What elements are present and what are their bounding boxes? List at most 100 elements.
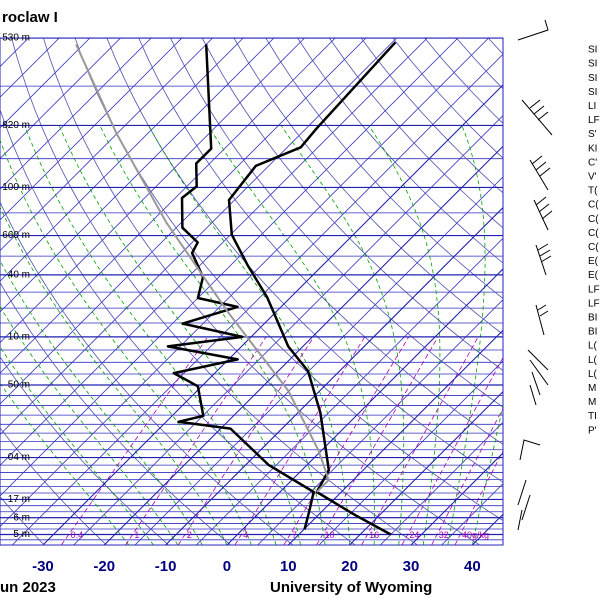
index-label: SI: [588, 73, 597, 84]
index-label: T(: [588, 186, 598, 197]
x-tick-label: 40: [464, 558, 481, 575]
mixing-ratio-line: [125, 336, 267, 545]
moist-adiabat: [471, 403, 503, 545]
moist-adiabat: [0, 345, 154, 545]
mixing-ratio-line: [283, 336, 410, 545]
moist-adiabat: [148, 125, 350, 545]
isotherm: [0, 38, 397, 436]
isotherm-tick: [42, 84, 503, 545]
mixing-ratio-label: 1: [134, 530, 139, 540]
dry-adiabat: [43, 38, 480, 545]
y-tick-label: 530 m: [2, 33, 30, 44]
y-tick-label: 10 m: [8, 332, 30, 343]
index-label: P': [588, 425, 597, 436]
y-tick-label: 17 m: [8, 494, 30, 505]
mixing-ratio-line: [316, 336, 439, 545]
isotherm: [0, 38, 336, 374]
isotherm-tick: [410, 452, 503, 545]
index-label: KI: [588, 143, 597, 154]
mixing-ratio-label: 4: [243, 530, 248, 540]
isotherm: [0, 38, 213, 252]
y-tick-label: 40 m: [8, 270, 30, 281]
moist-adiabat: [447, 125, 486, 545]
isotherm-tick: [226, 268, 503, 545]
wind-barbs: [517, 19, 553, 531]
isotherm: [0, 38, 152, 190]
chart-title: roclaw I: [2, 9, 58, 26]
dry-adiabat: [392, 38, 503, 159]
wind-barb: [527, 349, 549, 406]
wind-barb: [533, 196, 553, 231]
isotherm: [0, 38, 121, 160]
mixing-ratio-label: 32: [439, 530, 449, 540]
wind-barb: [519, 439, 541, 461]
x-tick-label: 20: [341, 558, 358, 575]
isotherm: [410, 452, 503, 545]
wind-barb: [517, 479, 531, 531]
index-label: BI: [588, 327, 597, 338]
isotherm: [502, 544, 503, 545]
date: un 2023: [0, 579, 56, 596]
y-tick-label: 820 m: [2, 120, 30, 131]
index-label: LI: [588, 101, 596, 112]
x-tick-label: -30: [32, 558, 54, 575]
moist-adiabat: [0, 138, 252, 545]
mixing-ratio-label: 2: [187, 530, 192, 540]
dry-adiabat: [233, 38, 503, 335]
index-label: M: [588, 397, 596, 408]
index-label: SI: [588, 87, 597, 98]
index-label: BI: [588, 313, 597, 324]
index-label: C(: [588, 200, 599, 211]
isotherm: [0, 38, 428, 466]
isotherm: [11, 53, 503, 545]
index-label: SI: [588, 45, 597, 56]
moist-adiabat: [0, 259, 203, 545]
isotherm-tick: [471, 513, 503, 545]
index-label: LF: [588, 115, 600, 126]
dry-adiabat: [265, 38, 503, 300]
x-tick-label: -20: [93, 558, 115, 575]
dry-adiabat: [487, 38, 503, 55]
parcel-line: [75, 43, 330, 493]
dry-adiabat: [456, 38, 503, 90]
index-label: SI: [588, 59, 597, 70]
isotherm: [257, 299, 503, 545]
index-label: E(: [588, 256, 599, 267]
isotherm: [165, 207, 503, 545]
mixing-ratio-line: [454, 449, 503, 545]
moist-adiabat: [368, 125, 441, 545]
labels: 0.4 1 2 4 7 10 16 24 32 40g/kg5 m6 m17 m04 m50 m1…: [2, 33, 599, 575]
index-label: L(: [588, 369, 598, 380]
index-label: V': [588, 172, 597, 183]
dry-adiabat: [0, 201, 294, 545]
isotherm: [0, 38, 489, 528]
wind-barb: [517, 19, 549, 41]
dry-adiabat: [0, 281, 232, 545]
moist-adiabat: [58, 125, 301, 545]
mixing-ratio-line: [234, 336, 366, 545]
background-lines: [0, 38, 503, 545]
isotherm: [441, 483, 503, 545]
index-label: C(: [588, 242, 599, 253]
index-label: L(: [588, 341, 598, 352]
isotherm: [73, 115, 503, 545]
index-label: S': [588, 129, 597, 140]
mixing-ratio-label: 40g/kg: [462, 530, 489, 540]
mixing-ratio-label: 24: [409, 530, 419, 540]
wind-barb: [535, 304, 549, 336]
isotherm-tick: [287, 329, 503, 545]
isotherm: [0, 38, 367, 405]
dry-adiabat: [106, 38, 503, 483]
dry-adiabat: [0, 356, 169, 545]
x-tick-label: 10: [280, 558, 297, 575]
index-label: C(: [588, 214, 599, 225]
isotherm: [0, 38, 275, 313]
mixing-ratio-label: 16: [369, 530, 379, 540]
profiles: [75, 41, 397, 536]
isotherm-tick: [349, 390, 503, 545]
moist-adiabat: [99, 125, 326, 545]
isotherm: [0, 38, 183, 221]
isotherm: [196, 237, 503, 545]
wind-barb: [535, 243, 552, 276]
y-tick-label: 5 m: [13, 529, 30, 540]
